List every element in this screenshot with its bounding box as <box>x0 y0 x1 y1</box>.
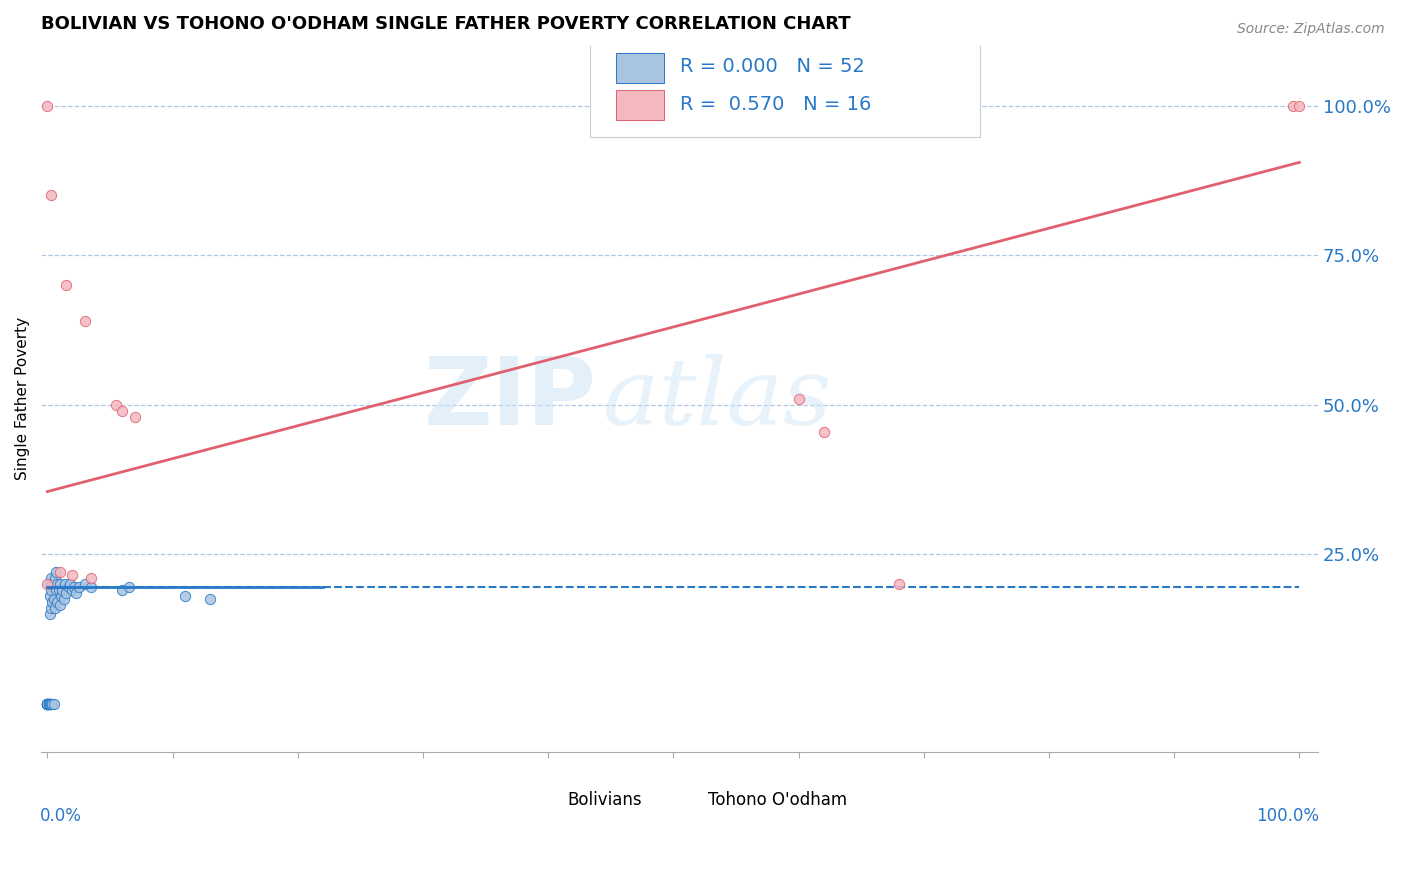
Point <box>39 583 62 598</box>
Point <box>1288 98 1310 112</box>
Point <box>41 697 63 711</box>
Point <box>42 697 65 711</box>
Point <box>45 583 67 598</box>
Point <box>37 697 59 711</box>
Point <box>37 98 59 112</box>
Text: Tohono O'odham: Tohono O'odham <box>707 791 846 809</box>
Point <box>55 586 77 600</box>
Text: Bolivians: Bolivians <box>567 791 643 809</box>
Point <box>39 571 62 585</box>
Text: R = 0.000   N = 52: R = 0.000 N = 52 <box>679 57 865 77</box>
Point <box>37 697 59 711</box>
Point <box>44 571 66 585</box>
Point <box>787 392 810 406</box>
Point <box>58 580 80 594</box>
Bar <box>533 790 561 810</box>
Point <box>813 425 835 439</box>
Point <box>55 278 77 293</box>
Point <box>49 599 72 613</box>
Point <box>124 409 146 424</box>
Point <box>1282 98 1305 112</box>
Point <box>38 697 60 711</box>
Point <box>38 589 60 603</box>
Point <box>80 580 103 594</box>
Point <box>174 589 197 603</box>
Point <box>38 607 60 622</box>
Text: ZIP: ZIP <box>423 353 596 445</box>
Point <box>42 577 65 591</box>
Point <box>111 403 134 417</box>
Point <box>39 697 62 711</box>
Point <box>49 577 72 591</box>
Bar <box>616 54 664 83</box>
Point <box>49 566 72 580</box>
Point <box>39 601 62 615</box>
Text: R =  0.570   N = 16: R = 0.570 N = 16 <box>679 95 870 114</box>
Point <box>37 697 59 711</box>
Point <box>62 583 84 598</box>
Point <box>38 577 60 591</box>
Text: BOLIVIAN VS TOHONO O'ODHAM SINGLE FATHER POVERTY CORRELATION CHART: BOLIVIAN VS TOHONO O'ODHAM SINGLE FATHER… <box>41 15 851 33</box>
Point <box>38 697 60 711</box>
Point <box>41 577 63 591</box>
Point <box>38 697 60 711</box>
Text: 100.0%: 100.0% <box>1257 807 1319 825</box>
Point <box>38 697 60 711</box>
Point <box>105 398 128 412</box>
Point <box>62 580 84 594</box>
Text: 0.0%: 0.0% <box>39 807 82 825</box>
Point <box>49 589 72 603</box>
Point <box>39 188 62 202</box>
Point <box>887 577 910 591</box>
Point <box>73 577 96 591</box>
Point <box>198 592 221 607</box>
Point <box>67 580 90 594</box>
Point <box>48 583 70 598</box>
Bar <box>673 790 702 810</box>
Point <box>37 697 59 711</box>
Bar <box>616 90 664 120</box>
Text: Source: ZipAtlas.com: Source: ZipAtlas.com <box>1237 22 1385 37</box>
Point <box>53 577 76 591</box>
Point <box>45 566 67 580</box>
FancyBboxPatch shape <box>591 35 980 137</box>
Point <box>37 697 59 711</box>
Text: atlas: atlas <box>603 354 832 444</box>
Point <box>37 697 59 711</box>
Point <box>46 577 69 591</box>
Point <box>44 601 66 615</box>
Point <box>80 571 103 585</box>
Point <box>62 568 84 582</box>
Point <box>38 697 60 711</box>
Point <box>52 592 75 607</box>
Point <box>111 583 134 598</box>
Point <box>65 586 87 600</box>
Point <box>59 577 82 591</box>
Point <box>46 595 69 609</box>
Point <box>118 580 141 594</box>
Point <box>37 577 59 591</box>
Point <box>51 583 73 598</box>
Point <box>73 314 96 328</box>
Point <box>42 592 65 607</box>
Point <box>38 697 60 711</box>
Y-axis label: Single Father Poverty: Single Father Poverty <box>15 318 30 481</box>
Point <box>41 595 63 609</box>
Point <box>37 697 59 711</box>
